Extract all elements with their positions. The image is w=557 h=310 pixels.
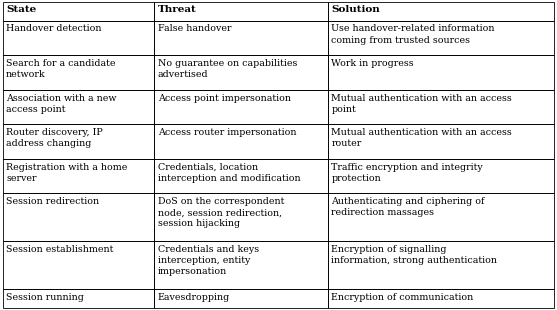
Bar [3, 21, 154, 55]
Text: Credentials and keys
interception, entity
impersonation: Credentials and keys interception, entit… [158, 245, 259, 276]
Bar [154, 289, 328, 308]
Bar [154, 159, 328, 193]
Bar [328, 21, 554, 55]
Bar [328, 193, 554, 241]
Bar [3, 55, 154, 90]
Text: State: State [6, 5, 36, 14]
Text: Eavesdropping: Eavesdropping [158, 293, 230, 302]
Text: Association with a new
access point: Association with a new access point [6, 94, 116, 113]
Bar [3, 193, 154, 241]
Bar [3, 90, 154, 124]
Bar [3, 55, 154, 90]
Bar [154, 124, 328, 159]
Bar [328, 124, 554, 159]
Bar [3, 124, 154, 159]
Bar [328, 193, 554, 241]
Text: Traffic encryption and integrity
protection: Traffic encryption and integrity protect… [331, 162, 483, 183]
Bar [328, 55, 554, 90]
Text: Threat: Threat [158, 5, 197, 14]
Bar [154, 90, 328, 124]
Text: No guarantee on capabilities
advertised: No guarantee on capabilities advertised [158, 59, 297, 79]
Bar [328, 90, 554, 124]
Bar [154, 289, 328, 308]
Bar [154, 21, 328, 55]
Bar [154, 241, 328, 289]
Bar [328, 241, 554, 289]
Bar [3, 159, 154, 193]
Text: Mutual authentication with an access
router: Mutual authentication with an access rou… [331, 128, 512, 148]
Text: Registration with a home
server: Registration with a home server [6, 162, 128, 183]
Bar [328, 241, 554, 289]
Text: Access point impersonation: Access point impersonation [158, 94, 291, 103]
Text: Handover detection: Handover detection [6, 24, 101, 33]
Bar [154, 55, 328, 90]
Bar [3, 2, 154, 21]
Bar [3, 241, 154, 289]
Bar [154, 21, 328, 55]
Text: Mutual authentication with an access
point: Mutual authentication with an access poi… [331, 94, 512, 113]
Bar [154, 90, 328, 124]
Bar [3, 124, 154, 159]
Bar [154, 124, 328, 159]
Text: Encryption of communication: Encryption of communication [331, 293, 473, 302]
Bar [154, 193, 328, 241]
Text: Solution: Solution [331, 5, 380, 14]
Bar [154, 2, 328, 21]
Text: Access router impersonation: Access router impersonation [158, 128, 296, 137]
Text: DoS on the correspondent
node, session redirection,
session hijacking: DoS on the correspondent node, session r… [158, 197, 284, 228]
Bar [328, 2, 554, 21]
Bar [328, 289, 554, 308]
Bar [154, 159, 328, 193]
Bar [3, 21, 154, 55]
Bar [3, 159, 154, 193]
Text: Search for a candidate
network: Search for a candidate network [6, 59, 116, 79]
Bar [154, 2, 328, 21]
Bar [154, 241, 328, 289]
Text: Authenticating and ciphering of
redirection massages: Authenticating and ciphering of redirect… [331, 197, 485, 217]
Bar [3, 2, 154, 21]
Bar [3, 289, 154, 308]
Text: Encryption of signalling
information, strong authentication: Encryption of signalling information, st… [331, 245, 497, 265]
Text: Work in progress: Work in progress [331, 59, 414, 68]
Text: Session running: Session running [6, 293, 84, 302]
Text: Session establishment: Session establishment [6, 245, 114, 254]
Bar [328, 21, 554, 55]
Text: Use handover-related information
coming from trusted sources: Use handover-related information coming … [331, 24, 495, 45]
Bar [328, 289, 554, 308]
Bar [3, 90, 154, 124]
Text: Router discovery, IP
address changing: Router discovery, IP address changing [6, 128, 103, 148]
Text: Session redirection: Session redirection [6, 197, 99, 206]
Text: Credentials, location
interception and modification: Credentials, location interception and m… [158, 162, 300, 183]
Bar [328, 124, 554, 159]
Text: False handover: False handover [158, 24, 231, 33]
Bar [3, 241, 154, 289]
Bar [154, 193, 328, 241]
Bar [328, 55, 554, 90]
Bar [328, 159, 554, 193]
Bar [328, 90, 554, 124]
Bar [328, 2, 554, 21]
Bar [3, 289, 154, 308]
Bar [3, 193, 154, 241]
Bar [154, 55, 328, 90]
Bar [328, 159, 554, 193]
